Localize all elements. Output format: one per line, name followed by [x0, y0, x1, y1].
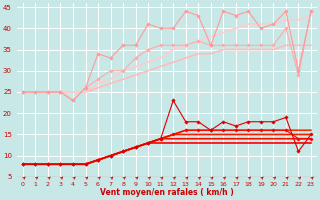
X-axis label: Vent moyen/en rafales ( km/h ): Vent moyen/en rafales ( km/h ) — [100, 188, 234, 197]
